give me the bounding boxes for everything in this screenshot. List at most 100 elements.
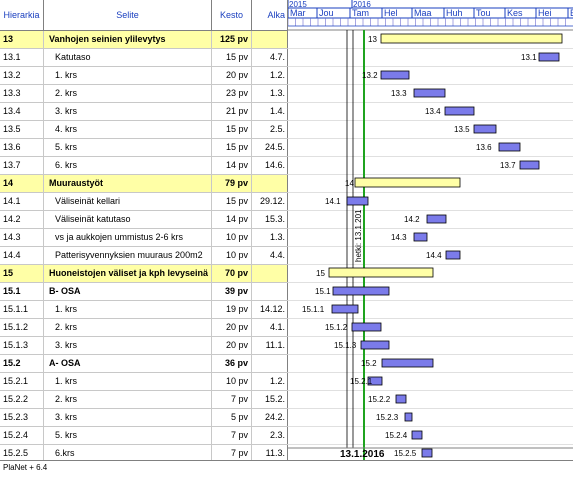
task-start-cell: 1.2. (252, 373, 288, 390)
task-bar[interactable] (346, 196, 369, 206)
table-row[interactable]: 13.1 Katutaso 15 pv 4.7. (0, 49, 288, 67)
task-id-cell: 13 (0, 31, 44, 48)
task-start-cell: 11.1. (252, 337, 288, 354)
table-row[interactable]: 15.1 B- OSA 39 pv (0, 283, 288, 301)
task-bar[interactable] (426, 214, 447, 224)
task-bar[interactable] (473, 124, 497, 134)
task-id-cell: 15.2.5 (0, 445, 44, 462)
bar-label: 15 (316, 269, 325, 278)
task-duration-cell: 23 pv (212, 85, 252, 102)
task-id-cell: 14 (0, 175, 44, 192)
table-row[interactable]: 13.3 2. krs 23 pv 1.3. (0, 85, 288, 103)
task-name-cell: 1. krs (44, 373, 212, 390)
task-bar[interactable] (380, 70, 410, 80)
table-row[interactable]: 15.2.1 1. krs 10 pv 1.2. (0, 373, 288, 391)
table-row[interactable]: 13.4 3. krs 21 pv 1.4. (0, 103, 288, 121)
task-id-cell: 13.2 (0, 67, 44, 84)
task-bar[interactable] (498, 142, 521, 152)
task-bar[interactable] (367, 376, 383, 386)
task-name-cell: Katutaso (44, 49, 212, 66)
summary-bar[interactable] (328, 267, 434, 278)
task-name-cell: Muuraustyöt (44, 175, 212, 192)
task-duration-cell: 15 pv (212, 49, 252, 66)
task-name-cell: 6.krs (44, 445, 212, 462)
task-start-cell: 15.3. (252, 211, 288, 228)
table-row[interactable]: 14.3 vs ja aukkojen ummistus 2-6 krs 10 pv… (0, 229, 288, 247)
table-row[interactable]: 15.1.3 3. krs 20 pv 11.1. (0, 337, 288, 355)
task-bar[interactable] (381, 358, 434, 368)
table-row[interactable]: 15.1.2 2. krs 20 pv 4.1. (0, 319, 288, 337)
column-header-hierarchy[interactable]: Hierarkia (0, 0, 44, 30)
bar-label: 15.2.1 (350, 377, 373, 386)
table-row[interactable]: 13.6 5. krs 15 pv 24.5. (0, 139, 288, 157)
task-duration-cell: 79 pv (212, 175, 252, 192)
bar-label: 13.2 (362, 71, 378, 80)
month-label: Tam (352, 8, 369, 18)
bar-label: 13.6 (476, 143, 492, 152)
task-name-cell: 5. krs (44, 139, 212, 156)
task-bar[interactable] (538, 52, 560, 62)
task-id-cell: 15.1 (0, 283, 44, 300)
task-bar[interactable] (413, 232, 428, 242)
task-bar[interactable] (395, 394, 407, 404)
table-row[interactable]: 13.2 1. krs 20 pv 1.2. (0, 67, 288, 85)
column-header-duration[interactable]: Kesto (212, 0, 252, 30)
table-header: Hierarkia Selite Kesto Alka (0, 0, 288, 31)
task-duration-cell: 20 pv (212, 67, 252, 84)
table-row[interactable]: 15 Huoneistojen väliset ja kph levyseinä 7… (0, 265, 288, 283)
gantt-canvas: 2015 2016 Mar Jou Tam Hel Maa Huh Tou Kes Hei Ehetk… (288, 0, 573, 463)
table-row[interactable]: 15.2.2 2. krs 7 pv 15.2. (0, 391, 288, 409)
task-name-cell: Väliseinät kellari (44, 193, 212, 210)
table-row[interactable]: 15.2 A- OSA 36 pv (0, 355, 288, 373)
task-bar[interactable] (331, 304, 359, 314)
task-name-cell: vs ja aukkojen ummistus 2-6 krs (44, 229, 212, 246)
table-row[interactable]: 15.1.1 1. krs 19 pv 14.12. (0, 301, 288, 319)
bar-label: 14.4 (426, 251, 442, 260)
today-date-label: 13.1.2016 (340, 449, 385, 460)
table-row[interactable]: 14.1 Väliseinät kellari 15 pv 29.12. (0, 193, 288, 211)
task-duration-cell: 5 pv (212, 409, 252, 426)
task-duration-cell: 20 pv (212, 319, 252, 336)
task-name-cell: 3. krs (44, 409, 212, 426)
column-header-start[interactable]: Alka (252, 0, 288, 30)
task-id-cell: 13.6 (0, 139, 44, 156)
task-duration-cell: 10 pv (212, 247, 252, 264)
month-label: Hei (538, 8, 552, 18)
task-start-cell (252, 175, 288, 192)
table-row[interactable]: 13.7 6. krs 14 pv 14.6. (0, 157, 288, 175)
summary-bar[interactable] (380, 33, 563, 44)
task-name-cell: Väliseinät katutaso (44, 211, 212, 228)
table-row[interactable]: 14.2 Väliseinät katutaso 14 pv 15.3. (0, 211, 288, 229)
table-row[interactable]: 13.5 4. krs 15 pv 2.5. (0, 121, 288, 139)
table-row[interactable]: 15.2.4 5. krs 7 pv 2.3. (0, 427, 288, 445)
bar-label: 15.1.2 (325, 323, 348, 332)
status-bar: PlaNet + 6.4 (0, 460, 573, 478)
task-bar[interactable] (519, 160, 540, 170)
task-bar[interactable] (445, 250, 461, 260)
summary-bar[interactable] (354, 177, 461, 188)
gantt-chart: 2015 2016 Mar Jou Tam Hel Maa Huh Tou Kes Hei Ehetk… (288, 0, 573, 478)
task-bar[interactable] (404, 412, 413, 422)
table-row[interactable]: 15.2.3 3. krs 5 pv 24.2. (0, 409, 288, 427)
task-bar[interactable] (411, 430, 423, 440)
task-duration-cell: 14 pv (212, 211, 252, 228)
table-row[interactable]: 14.4 Patterisyvennyksien muuraus 200m2 10 … (0, 247, 288, 265)
task-id-cell: 14.4 (0, 247, 44, 264)
task-id-cell: 15.2.4 (0, 427, 44, 444)
task-id-cell: 13.7 (0, 157, 44, 174)
year-label: 2015 (289, 0, 307, 9)
table-row[interactable]: 14 Muuraustyöt 79 pv (0, 175, 288, 193)
task-bar[interactable] (351, 322, 382, 332)
task-duration-cell: 19 pv (212, 301, 252, 318)
task-bar[interactable] (444, 106, 475, 116)
table-row[interactable]: 13 Vanhojen seinien ylilevytys 125 pv (0, 31, 288, 49)
task-bar[interactable] (360, 340, 390, 350)
task-bar[interactable] (421, 448, 433, 458)
task-start-cell: 1.4. (252, 103, 288, 120)
column-header-description[interactable]: Selite (44, 0, 212, 30)
task-start-cell: 11.3. (252, 445, 288, 462)
task-start-cell: 14.12. (252, 301, 288, 318)
task-duration-cell: 10 pv (212, 373, 252, 390)
task-bar[interactable] (413, 88, 446, 98)
task-bar[interactable] (332, 286, 390, 296)
